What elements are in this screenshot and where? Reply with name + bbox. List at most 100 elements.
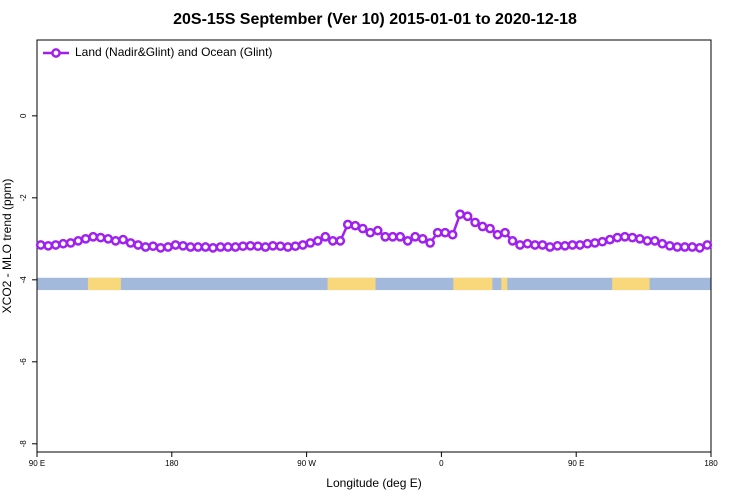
data-point bbox=[575, 240, 585, 250]
data-point bbox=[260, 242, 271, 252]
data-point bbox=[440, 227, 450, 238]
land-strip bbox=[87, 277, 121, 291]
data-point bbox=[537, 240, 548, 250]
land-strip bbox=[327, 277, 376, 291]
data-point bbox=[477, 221, 488, 232]
data-point bbox=[170, 240, 181, 250]
data-point bbox=[612, 232, 623, 243]
data-point bbox=[395, 231, 406, 242]
y-axis-label: XCO2 - MLO trend (ppm) bbox=[0, 179, 14, 314]
data-point bbox=[462, 211, 473, 222]
data-point bbox=[65, 238, 76, 248]
data-point bbox=[320, 231, 331, 242]
land-strip bbox=[453, 277, 493, 291]
data-point bbox=[290, 241, 301, 252]
data-point bbox=[552, 240, 563, 251]
legend-marker bbox=[51, 48, 61, 58]
data-point bbox=[590, 238, 600, 248]
data-point bbox=[672, 242, 683, 252]
data-point bbox=[649, 236, 660, 246]
x-tick-label: 0 bbox=[439, 459, 444, 468]
data-point bbox=[200, 242, 211, 252]
data-point bbox=[687, 242, 698, 252]
data-point bbox=[305, 238, 316, 248]
data-point bbox=[417, 233, 428, 244]
data-point bbox=[238, 241, 248, 252]
data-point bbox=[50, 240, 61, 250]
data-point bbox=[545, 242, 555, 252]
data-point bbox=[410, 231, 421, 242]
data-point bbox=[642, 236, 653, 246]
data-point bbox=[365, 227, 376, 238]
data-point bbox=[148, 241, 158, 252]
data-point bbox=[522, 238, 533, 249]
data-point bbox=[118, 234, 128, 245]
data-point bbox=[103, 233, 113, 244]
data-point bbox=[380, 231, 391, 242]
data-point bbox=[425, 238, 436, 248]
chart-title: 20S-15S September (Ver 10) 2015-01-01 to… bbox=[173, 11, 577, 28]
data-point bbox=[140, 242, 151, 252]
data-point bbox=[597, 236, 608, 247]
x-tick-label: 90 E bbox=[29, 459, 45, 468]
data-point bbox=[567, 240, 578, 250]
data-point bbox=[530, 240, 540, 250]
x-tick-label: 90 E bbox=[568, 459, 584, 468]
data-point bbox=[664, 240, 675, 251]
land-strip bbox=[501, 277, 508, 291]
data-point bbox=[253, 241, 263, 252]
data-point bbox=[635, 233, 645, 244]
data-point bbox=[620, 231, 630, 242]
data-point bbox=[387, 231, 398, 242]
data-point bbox=[335, 236, 346, 246]
data-point bbox=[350, 220, 361, 231]
data-point bbox=[657, 238, 668, 249]
data-point bbox=[35, 240, 46, 250]
data-point bbox=[245, 240, 256, 251]
data-point bbox=[88, 231, 99, 242]
data-point bbox=[627, 232, 638, 243]
data-point bbox=[208, 242, 218, 253]
data-point bbox=[312, 236, 323, 246]
data-point bbox=[268, 240, 278, 251]
data-point bbox=[507, 236, 518, 246]
data-point bbox=[283, 242, 293, 252]
y-tick-label: -6 bbox=[19, 358, 28, 366]
data-point bbox=[402, 236, 413, 246]
data-point bbox=[432, 227, 443, 238]
data-point bbox=[492, 229, 503, 240]
y-tick-label: 0 bbox=[19, 113, 28, 118]
data-point bbox=[702, 240, 713, 250]
data-point bbox=[43, 240, 54, 251]
data-point bbox=[298, 240, 308, 250]
land-strip bbox=[612, 277, 650, 291]
data-point bbox=[694, 242, 705, 253]
data-point bbox=[327, 236, 338, 246]
data-point bbox=[275, 241, 286, 252]
data-point bbox=[560, 240, 570, 251]
data-point bbox=[193, 242, 203, 252]
data-point bbox=[357, 223, 368, 234]
x-axis-label: Longitude (deg E) bbox=[326, 476, 421, 490]
x-tick-label: 90 W bbox=[297, 459, 316, 468]
legend-label: Land (Nadir&Glint) and Ocean (Glint) bbox=[75, 45, 272, 59]
data-point bbox=[515, 240, 525, 250]
data-point bbox=[95, 232, 106, 243]
data-point bbox=[185, 242, 196, 252]
data-point bbox=[58, 238, 69, 249]
data-point bbox=[223, 242, 233, 252]
data-point bbox=[163, 242, 173, 252]
data-point bbox=[679, 242, 690, 252]
data-point bbox=[133, 240, 143, 250]
data-point bbox=[485, 223, 495, 234]
data-point bbox=[230, 242, 241, 252]
data-point bbox=[500, 227, 510, 238]
data-point bbox=[73, 236, 84, 246]
data-point bbox=[342, 219, 353, 230]
x-tick-label: 180 bbox=[165, 459, 179, 468]
data-point bbox=[372, 225, 383, 236]
y-tick-label: -4 bbox=[19, 276, 28, 284]
data-point bbox=[125, 238, 136, 248]
data-point bbox=[582, 238, 593, 249]
